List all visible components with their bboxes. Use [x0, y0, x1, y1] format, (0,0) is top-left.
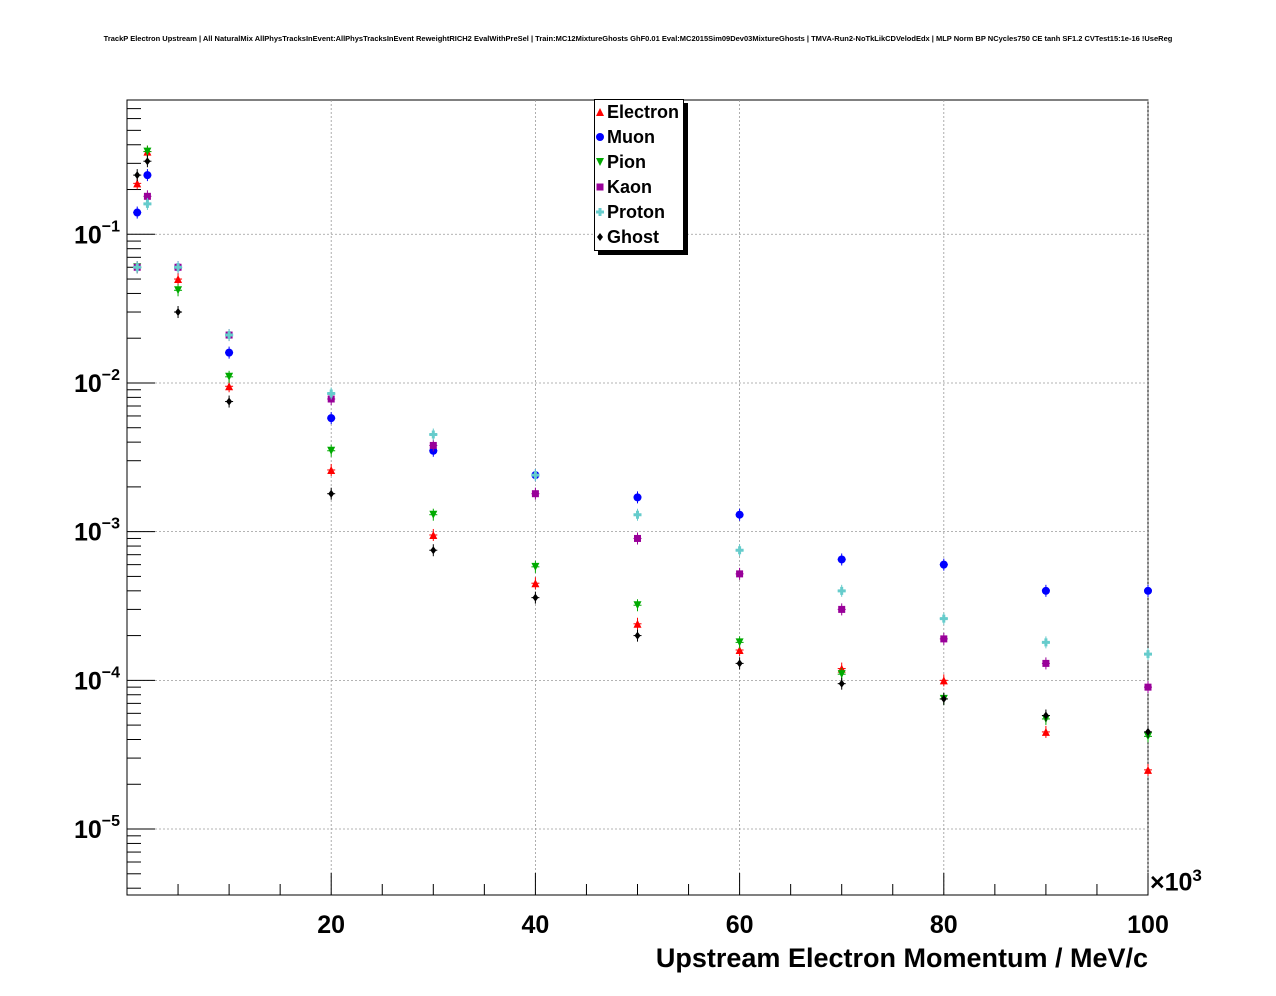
data-point-ghost	[940, 694, 947, 703]
x-tick-label: 60	[726, 911, 754, 939]
data-point-proton	[174, 263, 183, 272]
data-point-pion	[225, 372, 234, 381]
data-point-ghost	[1145, 727, 1151, 736]
data-point-ghost	[226, 397, 233, 406]
x-multiplier-base: ×10	[1150, 868, 1193, 897]
data-point-pion	[837, 670, 846, 679]
y-tick-label: 10−5	[74, 813, 120, 844]
data-point-pion	[174, 286, 183, 295]
data-point-proton	[735, 546, 744, 555]
data-point-ghost	[430, 546, 437, 555]
data-point-ghost	[328, 489, 335, 498]
x-axis-label: Upstream Electron Momentum / MeV/c	[655, 943, 1148, 973]
data-point-kaon	[838, 605, 846, 613]
legend: Electron Muon Pion Kaon Proton Ghost	[594, 99, 684, 251]
data-point-electron	[133, 179, 142, 188]
legend-label-kaon: Kaon	[607, 177, 652, 197]
data-point-proton	[429, 430, 438, 439]
data-point-electron	[939, 676, 948, 685]
data-point-proton	[633, 510, 642, 519]
data-point-electron	[225, 382, 234, 391]
data-point-muon	[225, 348, 234, 357]
data-point-kaon	[429, 441, 437, 449]
data-point-muon	[1041, 586, 1050, 595]
data-point-pion	[327, 446, 336, 455]
data-point-muon	[633, 493, 642, 502]
y-tick-label: 10−1	[74, 218, 120, 249]
x-axis-multiplier: ×103	[1150, 866, 1202, 897]
data-point-proton	[225, 331, 234, 340]
legend-item-electron: Electron	[595, 100, 683, 125]
data-point-electron	[1041, 727, 1050, 736]
data-point-proton	[143, 199, 152, 208]
data-point-kaon	[1144, 683, 1152, 691]
data-point-pion	[429, 510, 438, 519]
triangle-down-marker-icon	[596, 158, 604, 166]
data-point-pion	[143, 147, 152, 156]
data-point-electron	[1144, 765, 1152, 774]
data-point-ghost	[838, 679, 845, 688]
data-point-muon	[133, 208, 142, 217]
data-point-proton	[1041, 638, 1050, 647]
data-point-pion	[735, 638, 744, 647]
data-point-kaon	[1042, 659, 1050, 667]
data-point-kaon	[634, 534, 641, 542]
data-point-pion	[531, 562, 540, 571]
legend-label-ghost: Ghost	[607, 227, 659, 247]
diamond-marker-icon	[597, 233, 603, 241]
legend-label-electron: Electron	[607, 102, 680, 122]
legend-item-proton: Proton	[595, 200, 683, 225]
data-point-electron	[429, 530, 438, 539]
y-tick-label: 10−2	[74, 367, 120, 398]
triangle-up-marker-icon	[596, 108, 604, 116]
chart-title: TrackP Electron Upstream | All NaturalMi…	[103, 34, 1173, 43]
data-point-muon	[735, 510, 744, 519]
data-point-electron	[327, 465, 336, 474]
circle-marker-icon	[596, 133, 604, 141]
x-tick-label: 80	[930, 911, 958, 939]
x-tick-label: 100	[1127, 911, 1169, 939]
data-point-proton	[133, 263, 142, 272]
x-tick-label: 20	[317, 911, 345, 939]
y-tick-label: 10−3	[74, 516, 120, 547]
data-point-muon	[939, 560, 948, 569]
data-point-electron	[531, 579, 540, 588]
data-point-kaon	[940, 635, 948, 643]
data-point-proton	[531, 471, 540, 480]
cross-marker-icon	[596, 208, 604, 216]
data-point-muon	[837, 555, 846, 564]
x-tick-label: 40	[521, 911, 549, 939]
legend-item-kaon: Kaon	[595, 175, 683, 200]
data-point-pion	[633, 601, 642, 610]
y-tick-label: 10−4	[74, 664, 120, 695]
data-point-muon	[327, 414, 336, 423]
data-point-ghost	[175, 308, 182, 317]
data-point-ghost	[634, 631, 641, 640]
data-point-ghost	[144, 157, 151, 166]
data-point-ghost	[134, 171, 141, 180]
data-point-proton	[1144, 650, 1152, 659]
data-point-kaon	[531, 490, 539, 498]
legend-label-pion: Pion	[607, 152, 646, 172]
x-multiplier-exponent: 3	[1192, 866, 1202, 885]
data-point-electron	[174, 275, 183, 284]
data-point-ghost	[532, 593, 539, 602]
square-marker-icon	[596, 183, 604, 191]
data-point-proton	[939, 614, 948, 623]
data-point-kaon	[736, 570, 744, 578]
data-point-electron	[633, 619, 642, 628]
data-point-ghost	[736, 659, 743, 668]
data-point-ghost	[1042, 711, 1049, 720]
legend-label-proton: Proton	[607, 202, 665, 222]
data-point-muon	[1144, 586, 1152, 595]
data-point-proton	[327, 389, 336, 398]
data-point-muon	[143, 171, 152, 180]
legend-label-muon: Muon	[607, 127, 655, 147]
legend-item-muon: Muon	[595, 125, 683, 150]
data-point-electron	[735, 645, 744, 654]
data-point-kaon	[143, 192, 151, 200]
legend-item-ghost: Ghost	[595, 225, 683, 250]
legend-item-pion: Pion	[595, 150, 683, 175]
data-point-proton	[837, 586, 846, 595]
